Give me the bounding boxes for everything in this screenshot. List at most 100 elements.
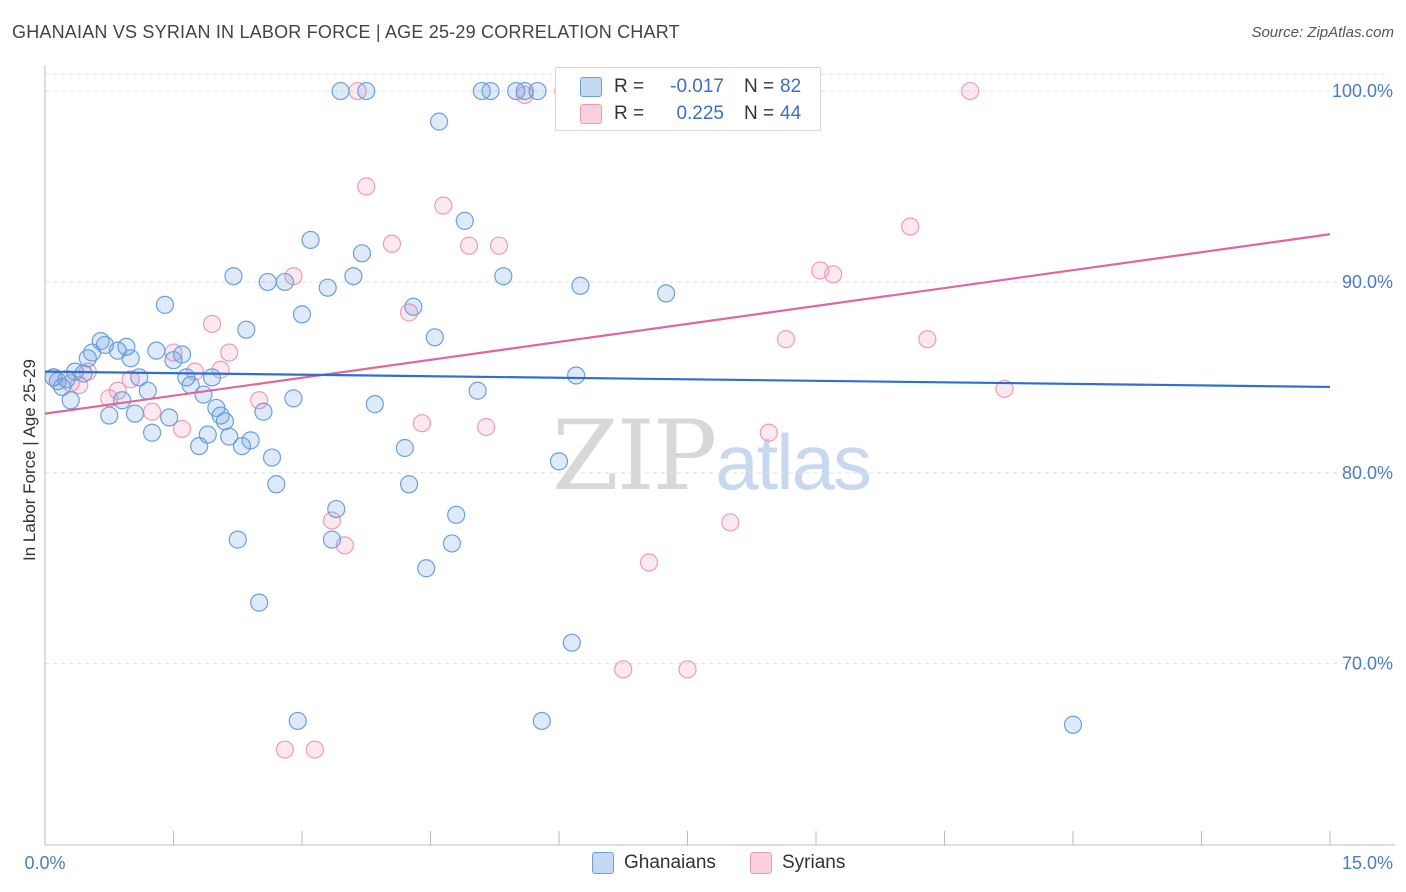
syrians-point (918, 330, 937, 349)
ghanaians-point (404, 297, 423, 316)
syrians-point (305, 740, 324, 759)
syrians-point (678, 660, 697, 679)
ghanaians-point (121, 349, 140, 368)
ghanaians-point (117, 337, 136, 356)
x-tick-label: 0.0% (24, 853, 65, 873)
y-tick-label: 80.0% (1342, 463, 1393, 483)
syrians-point (275, 740, 294, 759)
syrians-point (382, 234, 402, 253)
ghanaians-point (57, 370, 76, 389)
ghanaians-point (241, 431, 260, 450)
ghanaians-point (258, 272, 277, 292)
correlation-legend: R = -0.017 N = 82 R = 0.225 N = 44 (555, 67, 821, 131)
ghanaians-point (194, 385, 213, 404)
legend-label-syrians: Syrians (782, 852, 846, 873)
ghanaians-point (447, 505, 466, 524)
watermark-zip: ZIP (552, 400, 717, 512)
r-value: -0.017 (670, 76, 724, 97)
legend-item-ghanaians: Ghanaians (592, 852, 716, 874)
ghanaians-point (288, 711, 307, 731)
ghanaians-point (656, 284, 676, 303)
ghanaians-swatch (580, 77, 602, 97)
syrians-point (172, 419, 192, 439)
syrians-point (901, 217, 920, 236)
ghanaians-point (429, 112, 449, 131)
ghanaians-point (494, 267, 513, 286)
syrians-point (412, 414, 432, 433)
y-tick-label: 90.0% (1342, 272, 1393, 292)
syrians-trend-line (44, 233, 1331, 415)
ghanaians-point (528, 81, 547, 101)
syrians-point (995, 379, 1014, 398)
r-value: 0.225 (676, 103, 724, 124)
ghanaians-point (352, 244, 372, 263)
syrians-point (477, 417, 496, 437)
trend-lines (44, 233, 1331, 415)
ghanaians-point (155, 295, 175, 314)
ghanaians-point (395, 438, 414, 458)
ghanaians-point (425, 328, 444, 347)
ghanaians-point (61, 391, 80, 410)
syrians-swatch (750, 852, 772, 874)
ghanaians-swatch (592, 852, 614, 874)
ghanaians-point (357, 81, 376, 101)
x-tick-label: 15.0% (1342, 853, 1393, 873)
ghanaians-point (74, 364, 93, 383)
axes (44, 65, 1395, 846)
syrians-point (459, 236, 479, 255)
ghanaians-point (399, 475, 419, 494)
syrians-point (250, 391, 269, 410)
ghanaians-point (275, 272, 294, 292)
ghanaians-point (455, 211, 474, 230)
n-label: N = (744, 103, 775, 124)
ghanaians-point (160, 408, 179, 427)
ghanaians-point (147, 341, 166, 360)
n-value: 44 (780, 103, 802, 124)
ghanaians-point (138, 381, 157, 400)
legend-row-ghanaians: R = -0.017 N = 82 (580, 74, 801, 100)
ghanaians-point (567, 366, 586, 385)
watermark: ZIPatlas (552, 400, 872, 512)
syrians-point (776, 330, 796, 349)
syrians-point (357, 177, 376, 196)
ghanaians-point (250, 593, 269, 612)
ghanaians-point (344, 267, 363, 286)
ghanaians-point (254, 402, 273, 421)
syrians-points (44, 81, 1014, 759)
tick-labels: 70.0% 80.0% 90.0% 100.0% 0.0% 15.0% (24, 81, 1393, 873)
ghanaians-point (237, 320, 256, 339)
ghanaians-point (125, 404, 145, 423)
ghanaians-point (365, 395, 384, 414)
ghanaians-point (1063, 715, 1083, 734)
n-value: 82 (780, 76, 802, 97)
ghanaians-point (224, 267, 243, 286)
legend-label-ghanaians: Ghanaians (624, 852, 716, 873)
syrians-point (824, 265, 843, 284)
syrians-point (220, 343, 239, 362)
ghanaians-point (198, 425, 217, 444)
ghanaians-point (327, 499, 346, 519)
ghanaians-point (202, 368, 222, 387)
ghanaians-point (562, 633, 581, 652)
ghanaians-point (571, 276, 590, 295)
ghanaians-point (262, 448, 282, 467)
ghanaians-point (112, 391, 132, 410)
ghanaians-point (284, 389, 303, 408)
syrians-point (489, 236, 509, 255)
ghanaians-point (532, 711, 551, 731)
ghanaians-point (468, 381, 487, 400)
ghanaians-point (417, 559, 436, 578)
legend-item-syrians: Syrians (750, 852, 845, 874)
ghanaians-point (220, 427, 239, 446)
source-label: Source: ZipAtlas.com (1251, 24, 1394, 41)
ghanaians-point (442, 534, 462, 553)
ghanaians-points (44, 81, 1083, 734)
ghanaians-point (549, 452, 569, 471)
ghanaians-trend-line (44, 370, 1331, 389)
ghanaians-point (301, 230, 320, 250)
ghanaians-point (322, 530, 342, 549)
syrians-point (434, 196, 453, 215)
ghanaians-point (292, 305, 312, 324)
ghanaians-point (100, 406, 119, 425)
